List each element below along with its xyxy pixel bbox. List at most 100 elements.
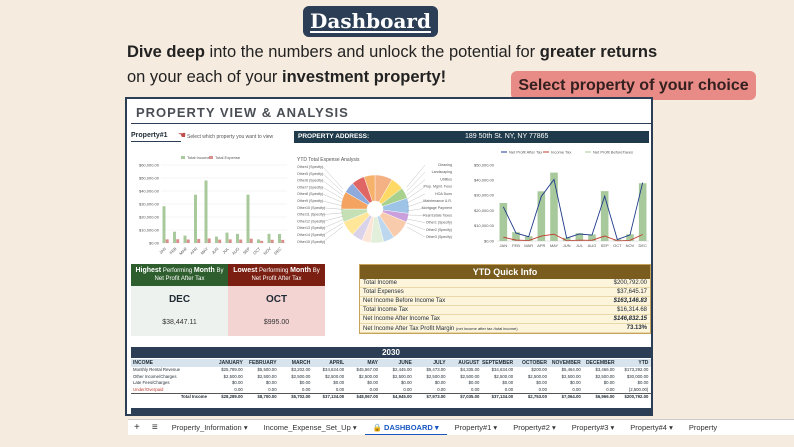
column-header: JUNE: [398, 360, 412, 366]
table-cell[interactable]: $2,753.00: [527, 394, 547, 399]
table-cell[interactable]: $0.00: [468, 380, 480, 385]
table-cell[interactable]: $0.00: [536, 380, 547, 385]
table-cell[interactable]: 0.00: [437, 386, 446, 392]
table-cell[interactable]: $2,445.00: [392, 367, 412, 372]
table-cell[interactable]: $200.00: [531, 367, 547, 372]
table-cell[interactable]: $5,702.00: [291, 394, 311, 399]
lowest-label-bold2: Month: [290, 267, 312, 274]
table-cell[interactable]: 0.00: [403, 386, 412, 392]
table-cell[interactable]: $0.00: [232, 380, 243, 385]
table-cell[interactable]: $7,973.00: [426, 394, 446, 399]
highest-month-header: Highest Performing Month By Net Profit A…: [131, 264, 228, 286]
table-cell[interactable]: $0.00: [434, 380, 446, 385]
tab-income-expense-set-up[interactable]: Income_Expense_Set_Up ▾: [256, 420, 365, 435]
table-cell[interactable]: $0.00: [570, 380, 581, 385]
table-cell[interactable]: $4,945.00: [392, 394, 412, 399]
pie-label: Other9 (Specify): [297, 199, 323, 203]
pie-label: Other12 (Specify): [297, 219, 325, 223]
table-cell[interactable]: $0.00: [401, 380, 412, 385]
table-cell[interactable]: 0.00: [606, 386, 615, 392]
leader-line: [406, 226, 426, 238]
table-cell[interactable]: 0.00: [234, 386, 243, 392]
quick-label: Total Expenses: [363, 289, 404, 295]
tab-property-1[interactable]: Property#1 ▾: [447, 420, 506, 435]
table-cell[interactable]: $2,500.00: [561, 373, 581, 379]
table-cell[interactable]: $7,064.00: [561, 394, 581, 399]
table-cell[interactable]: $0.00: [367, 380, 378, 385]
bar: [215, 236, 218, 243]
table-cell[interactable]: $0.00: [603, 380, 615, 385]
table-cell[interactable]: $37,134.00: [322, 394, 345, 399]
intro-bold-3: investment property!: [282, 68, 447, 86]
table-cell[interactable]: $2,500.00: [257, 373, 277, 379]
table-cell[interactable]: $3,466.00: [595, 367, 615, 372]
table-cell[interactable]: $6,966.00: [595, 394, 615, 399]
tab-property-2[interactable]: Property#2 ▾: [505, 420, 564, 435]
table-cell[interactable]: $200,792.00: [624, 394, 649, 399]
table-cell[interactable]: $2,500.00: [358, 373, 378, 379]
table-cell[interactable]: 0.00: [369, 386, 378, 392]
table-cell[interactable]: $34,634.00: [322, 367, 345, 372]
table-cell[interactable]: $2,500.00: [426, 373, 446, 379]
table-cell[interactable]: $34,634.00: [491, 367, 514, 372]
table-cell[interactable]: $0.00: [333, 380, 345, 385]
table-cell[interactable]: $2,500.00: [392, 373, 412, 379]
tab-label: Property_Information: [171, 422, 242, 432]
table-cell[interactable]: $5,500.00: [257, 367, 277, 372]
table-cell[interactable]: $8,700.00: [257, 394, 277, 399]
table-cell[interactable]: $2,500.00: [223, 373, 243, 379]
tab-property-information[interactable]: Property_Information ▾: [164, 420, 256, 435]
table-cell[interactable]: 0.00: [471, 386, 480, 392]
table-cell[interactable]: $173,292.00: [624, 367, 649, 372]
table-cell[interactable]: $37,134.00: [491, 394, 514, 399]
y-tick-label: $30,000.00: [474, 193, 495, 198]
tab-property-3[interactable]: Property#3 ▾: [564, 420, 623, 435]
add-sheet-icon[interactable]: +: [134, 422, 140, 433]
all-sheets-menu-icon[interactable]: ≡: [151, 422, 158, 433]
table-cell[interactable]: $5,473.00: [426, 367, 446, 372]
tab-dashboard[interactable]: 🔒 DASHBOARD ▾: [364, 420, 447, 435]
table-cell[interactable]: $2,500.00: [595, 373, 615, 379]
leader-line: [322, 212, 344, 215]
table-cell[interactable]: 0.00: [335, 386, 345, 392]
sheet-title: PROPERTY VIEW & ANALYSIS: [136, 105, 349, 120]
table-cell[interactable]: 0.00: [504, 386, 514, 392]
table-cell[interactable]: $0.00: [502, 380, 514, 385]
lowest-month-value: $995.00: [263, 319, 290, 326]
column-header: AUGUST: [458, 360, 480, 366]
table-cell[interactable]: $0.00: [637, 380, 649, 385]
table-cell[interactable]: $2,500.00: [460, 373, 480, 379]
pie-label: Other13 (Specify): [297, 226, 325, 230]
table-cell[interactable]: $2,500.00: [494, 373, 514, 379]
table-cell[interactable]: 0.00: [302, 386, 311, 392]
y-tick-label: $20,000.00: [474, 208, 495, 213]
table-cell[interactable]: (2,500.00): [628, 386, 649, 392]
legend-label: Net Profit BeforeTaxes: [593, 149, 633, 154]
table-cell[interactable]: 0.00: [572, 386, 581, 392]
table-cell[interactable]: $2,500.00: [291, 373, 311, 379]
table-cell[interactable]: $25,789.00: [221, 367, 243, 372]
table-cell[interactable]: $2,500.00: [325, 373, 345, 379]
table-cell[interactable]: $5,464.00: [561, 367, 581, 372]
table-cell[interactable]: $3,202.00: [291, 367, 311, 372]
table-cell[interactable]: $0.00: [265, 380, 277, 385]
table-cell[interactable]: $0.00: [299, 380, 311, 385]
leader-line: [406, 208, 426, 212]
quick-value: $16,314.68: [616, 307, 647, 313]
table-cell[interactable]: $30,000.00: [626, 373, 649, 379]
table-cell[interactable]: $48,067.00: [356, 394, 378, 399]
tab-property-4[interactable]: Property#4 ▾: [622, 420, 681, 435]
table-cell[interactable]: $45,567.00: [356, 367, 378, 372]
table-cell[interactable]: 0.00: [268, 386, 277, 392]
table-cell[interactable]: 0.00: [538, 386, 547, 392]
leader-line: [322, 180, 344, 196]
property-select-dropdown[interactable]: Property#1: [131, 132, 181, 142]
table-cell[interactable]: $7,035.00: [460, 394, 480, 399]
table-cell[interactable]: $2,500.00: [527, 373, 547, 379]
highest-label-bold: Highest: [135, 267, 162, 274]
y-tick-label: $30,000.00: [139, 201, 160, 206]
legend-label: Income Tax: [551, 149, 571, 154]
tab-property-more[interactable]: Property: [681, 420, 725, 435]
table-cell[interactable]: $4,335.00: [460, 367, 480, 372]
table-cell[interactable]: $28,289.00: [221, 394, 243, 399]
